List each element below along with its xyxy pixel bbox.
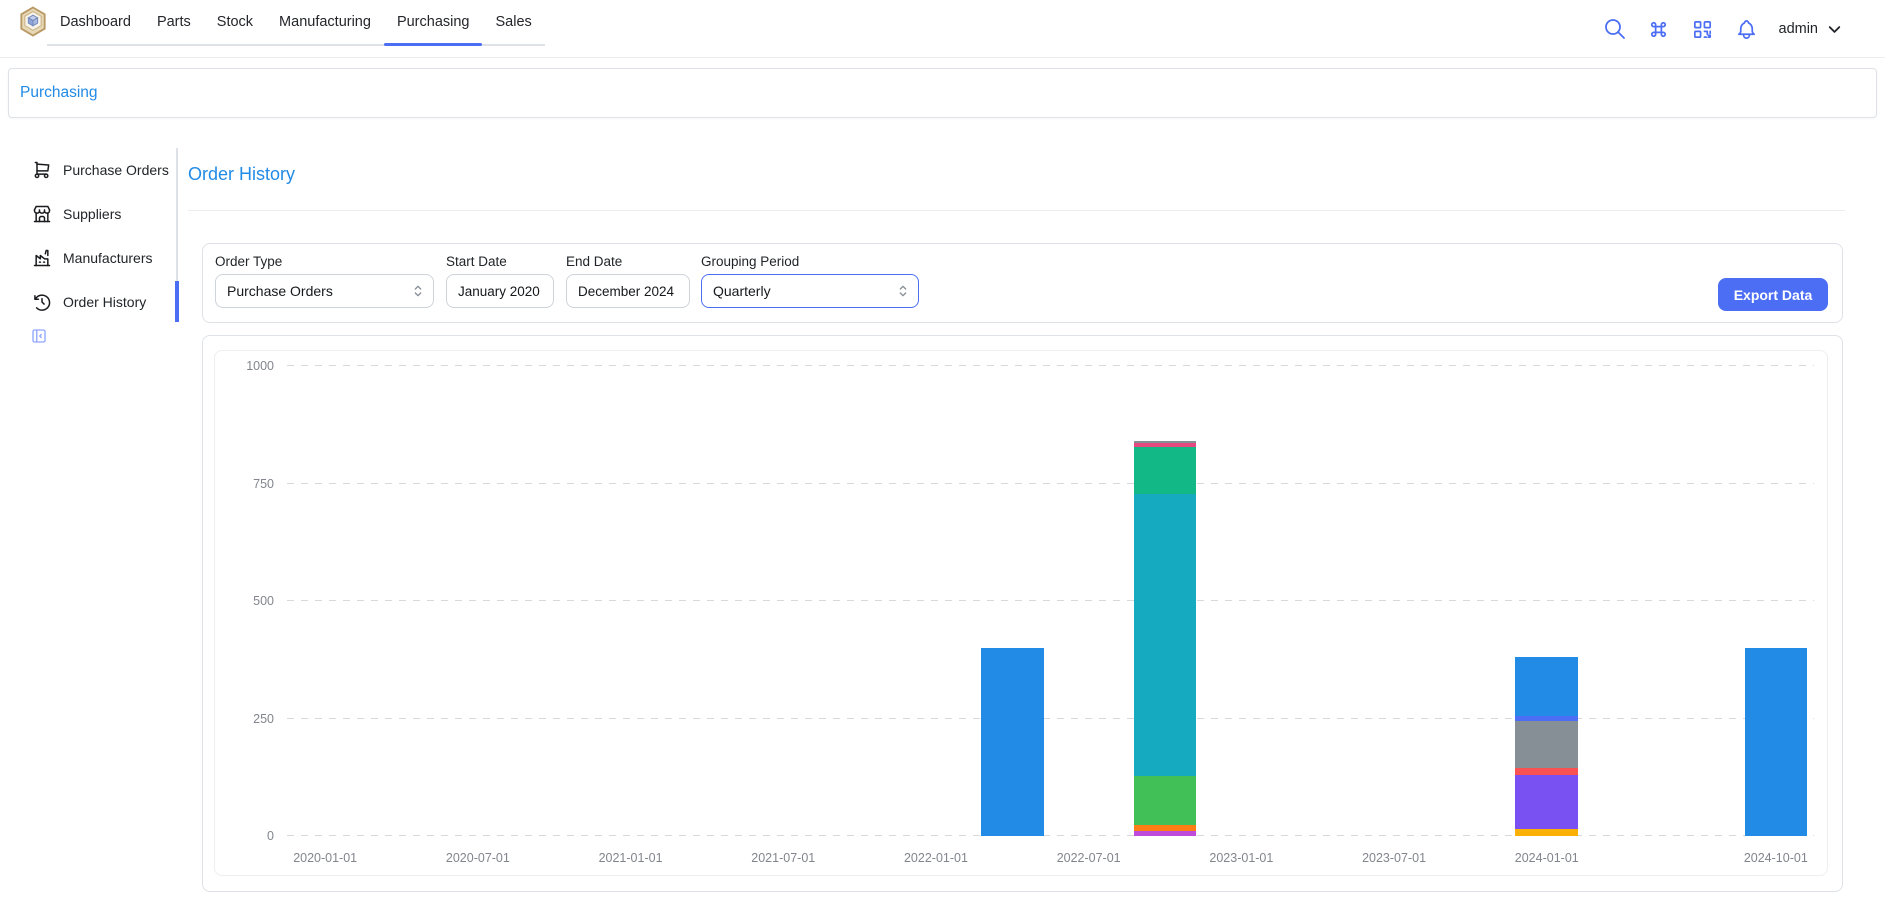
sidebar-item-label: Order History: [63, 294, 146, 310]
building-store-icon: [32, 204, 52, 224]
stacked-bar-2024-10-01[interactable]: [1745, 648, 1808, 836]
shopping-cart-icon: [32, 160, 52, 180]
y-axis-tick-label: 250: [226, 711, 274, 727]
sidebar-item-label: Purchase Orders: [63, 162, 169, 178]
bar-segment: [1134, 776, 1197, 825]
bar-segment: [1515, 657, 1578, 716]
user-name: admin: [1779, 21, 1819, 37]
notifications-bell-icon[interactable]: [1735, 17, 1759, 41]
grouping-period-value: Quarterly: [713, 283, 771, 299]
x-axis-tick-label: 2022-01-01: [881, 851, 991, 865]
y-gridline: [287, 600, 1814, 601]
nav-tab-label: Parts: [157, 14, 191, 30]
chart-container: 0 250 500 750 1000 2020-01-01 2020-07-01 2021-0…: [214, 350, 1828, 876]
user-menu[interactable]: admin: [1779, 20, 1845, 39]
y-axis-tick-label: 1000: [226, 358, 274, 374]
command-palette-icon[interactable]: [1647, 17, 1671, 41]
app-logo: [19, 6, 47, 42]
y-axis-tick-label: 500: [226, 593, 274, 609]
stacked-bar-2024-01-01[interactable]: [1515, 657, 1578, 836]
sidebar: Purchase Orders Suppliers Manufacturers …: [20, 148, 176, 324]
grouping-period-label: Grouping Period: [701, 254, 919, 269]
end-date-input[interactable]: [566, 274, 690, 308]
bar-segment: [1134, 494, 1197, 776]
order-type-label: Order Type: [215, 254, 434, 269]
y-axis-tick-label: 750: [226, 476, 274, 492]
y-gridline: [287, 835, 1814, 836]
sidebar-collapse-icon[interactable]: [30, 327, 48, 345]
sidebar-item-label: Suppliers: [63, 206, 121, 222]
breadcrumb: Purchasing: [8, 68, 1877, 118]
x-axis-tick-label: 2024-01-01: [1492, 851, 1602, 865]
page-title: Order History: [188, 164, 295, 185]
selector-icon: [895, 283, 911, 299]
nav-tab-label: Purchasing: [397, 14, 470, 30]
bar-segment: [1134, 447, 1197, 494]
x-axis-tick-label: 2024-10-01: [1721, 851, 1831, 865]
order-type-value: Purchase Orders: [227, 283, 333, 299]
nav-tab-stock[interactable]: Stock: [204, 0, 266, 44]
x-axis-tick-label: 2022-07-01: [1034, 851, 1144, 865]
nav-tab-label: Dashboard: [60, 14, 131, 30]
stacked-bar-2022-10-01[interactable]: [1134, 441, 1197, 836]
x-axis-tick-label: 2023-01-01: [1186, 851, 1296, 865]
nav-tab-label: Sales: [495, 14, 531, 30]
y-gridline: [287, 718, 1814, 719]
breadcrumb-item-purchasing[interactable]: Purchasing: [20, 84, 98, 102]
barcode-scan-icon[interactable]: [1691, 17, 1715, 41]
grouping-period-select[interactable]: Quarterly: [701, 274, 919, 308]
bar-segment: [1515, 775, 1578, 829]
sidebar-active-indicator: [175, 281, 179, 322]
y-gridline: [287, 365, 1814, 366]
bar-segment: [1745, 648, 1808, 836]
x-axis-tick-label: 2021-07-01: [728, 851, 838, 865]
nav-tab-dashboard[interactable]: Dashboard: [47, 0, 144, 44]
order-type-select[interactable]: Purchase Orders: [215, 274, 434, 308]
bar-segment: [1134, 831, 1197, 836]
sidebar-item-label: Manufacturers: [63, 250, 152, 266]
title-divider: [188, 210, 1845, 211]
selector-icon: [410, 283, 426, 299]
x-axis-tick-label: 2023-07-01: [1339, 851, 1449, 865]
chevron-down-icon: [1825, 20, 1844, 39]
nav-tab-label: Stock: [217, 14, 253, 30]
nav-tab-purchasing[interactable]: Purchasing: [384, 0, 483, 44]
sidebar-item-suppliers[interactable]: Suppliers: [20, 192, 176, 236]
y-gridline: [287, 483, 1814, 484]
sidebar-item-order-history[interactable]: Order History: [20, 280, 176, 324]
header-actions: admin: [1603, 0, 1845, 58]
end-date-label: End Date: [566, 254, 690, 269]
chart-plot-area: 025050075010002020-01-012020-07-012021-0…: [287, 366, 1814, 836]
bar-segment: [981, 648, 1044, 836]
search-icon[interactable]: [1603, 17, 1627, 41]
x-axis-tick-label: 2021-01-01: [576, 851, 686, 865]
sidebar-item-manufacturers[interactable]: Manufacturers: [20, 236, 176, 280]
nav-tab-label: Manufacturing: [279, 14, 371, 30]
factory-icon: [32, 248, 52, 268]
active-tab-indicator: [384, 43, 483, 46]
bar-segment: [1515, 721, 1578, 768]
filter-panel: Order Type Purchase Orders Start Date En…: [202, 243, 1843, 323]
y-axis-tick-label: 0: [226, 828, 274, 844]
order-history-chart-card: 0 250 500 750 1000 2020-01-01 2020-07-01 2021-0…: [202, 335, 1843, 892]
main-navigation: Dashboard Parts Stock Manufacturing Purc…: [47, 0, 545, 46]
nav-tab-manufacturing[interactable]: Manufacturing: [266, 0, 384, 44]
start-date-input[interactable]: [446, 274, 554, 308]
x-axis-tick-label: 2020-01-01: [270, 851, 380, 865]
bar-segment: [1515, 829, 1578, 836]
start-date-label: Start Date: [446, 254, 554, 269]
history-clock-icon: [32, 292, 52, 312]
app-header: Dashboard Parts Stock Manufacturing Purc…: [0, 0, 1885, 58]
stacked-bar-2022-04-01[interactable]: [981, 648, 1044, 836]
bar-segment: [1515, 768, 1578, 775]
export-data-button[interactable]: Export Data: [1718, 278, 1828, 311]
x-axis-tick-label: 2020-07-01: [423, 851, 533, 865]
sidebar-item-purchase-orders[interactable]: Purchase Orders: [20, 148, 176, 192]
nav-tab-parts[interactable]: Parts: [144, 0, 204, 44]
nav-tab-sales[interactable]: Sales: [482, 0, 544, 44]
